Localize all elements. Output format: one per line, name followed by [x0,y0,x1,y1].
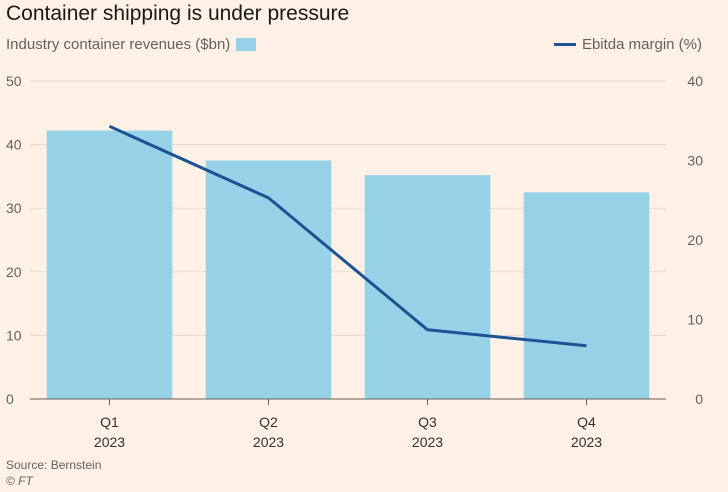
x-tick-label-year: 2023 [94,434,125,450]
source-note: Source: Bernstein [6,458,102,472]
x-tick-label-quarter: Q4 [577,414,596,430]
x-tick-label-year: 2023 [571,434,602,450]
x-tick-label-year: 2023 [253,434,284,450]
x-tick-label-quarter: Q2 [259,414,278,430]
x-tick-label-quarter: Q3 [418,414,437,430]
bar-series [46,130,650,399]
axes: 0 10 20 30 40 50 0 10 20 30 40 Q1 2023 Q2 2023 Q3 2023 Q4… [6,73,703,450]
bar-q4 [523,192,650,399]
y-left-tick-label: 0 [6,391,14,407]
x-tick-label-quarter: Q1 [100,414,119,430]
ebitda-margin-line [108,124,587,348]
y-left-tick-label: 50 [6,73,22,89]
x-tick-label-year: 2023 [412,434,443,450]
y-left-tick-label: 10 [6,327,22,343]
legend-line-series: Ebitda margin (%) [553,36,702,53]
legend-bar-series: Industry container revenues ($bn) [6,36,257,53]
y-right-tick-label: 30 [687,153,703,169]
y-right-tick-label: 10 [687,312,703,328]
y-left-tick-label: 30 [6,200,22,216]
legend-bar-swatch [236,38,257,51]
y-right-tick-label: 20 [687,232,703,248]
y-right-tick-label: 40 [687,73,703,89]
chart-title: Container shipping is under pressure [6,2,350,25]
y-left-tick-label: 40 [6,137,22,153]
bar-q3 [364,175,491,399]
legend-bar-label: Industry container revenues ($bn) [6,36,231,53]
y-left-tick-label: 20 [6,264,22,280]
legend-line-swatch [553,43,576,46]
line-series [108,124,587,348]
legend-line-label: Ebitda margin (%) [581,36,702,53]
bar-q1 [46,130,173,399]
bar-q2 [205,160,332,399]
y-right-tick-label: 0 [695,391,703,407]
credit-note: © FT [6,474,33,488]
